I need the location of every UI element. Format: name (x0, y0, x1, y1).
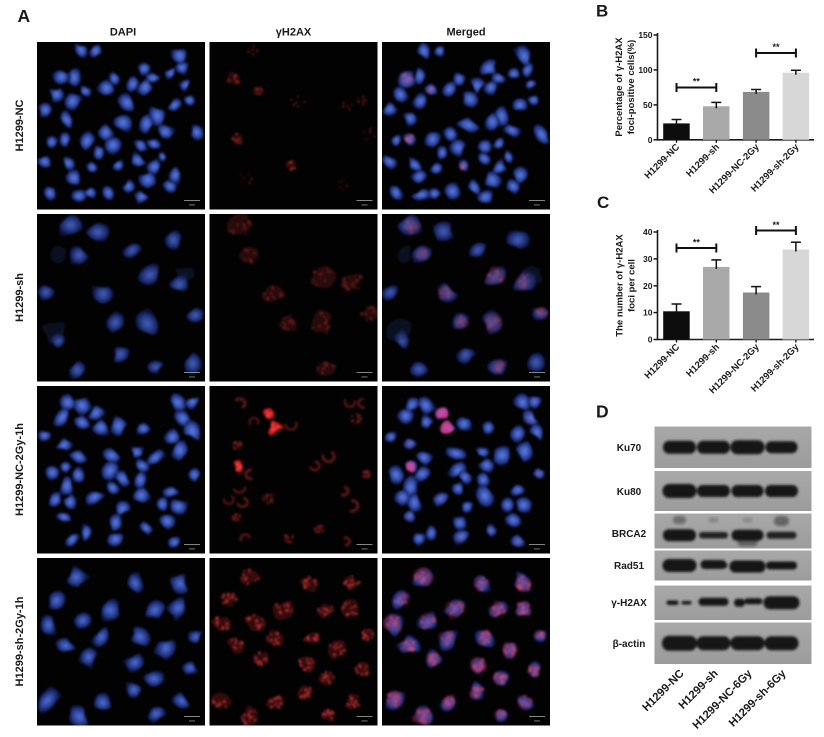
svg-text:C: C (597, 193, 609, 212)
svg-text:Percentage of γ-H2AXfoci-posit: Percentage of γ-H2AXfoci-positive cells(… (614, 37, 637, 137)
svg-text:100: 100 (638, 65, 652, 75)
svg-text:**: ** (772, 220, 780, 230)
svg-text:150: 150 (638, 30, 652, 40)
svg-text:**: ** (693, 77, 701, 87)
svg-text:0: 0 (648, 135, 653, 145)
svg-text:30: 30 (643, 254, 653, 264)
svg-text:A: A (18, 6, 31, 26)
svg-text:0: 0 (648, 335, 653, 345)
svg-text:H1299-NC: H1299-NC (14, 99, 26, 151)
svg-text:γH2AX: γH2AX (276, 27, 312, 39)
svg-text:**: ** (693, 238, 701, 248)
svg-text:Ku80: Ku80 (617, 487, 642, 498)
svg-text:B: B (596, 2, 608, 21)
svg-text:Ku70: Ku70 (617, 443, 642, 454)
svg-text:D: D (596, 402, 609, 422)
svg-text:40: 40 (643, 227, 653, 237)
svg-text:H1299-NC-2Gy-1h: H1299-NC-2Gy-1h (14, 423, 26, 516)
svg-text:10: 10 (643, 308, 653, 318)
svg-text:The number of γ-H2AXfoci per c: The number of γ-H2AXfoci per cell (615, 234, 638, 337)
svg-text:50: 50 (643, 100, 653, 110)
svg-text:DAPI: DAPI (110, 27, 136, 39)
svg-text:**: ** (772, 42, 780, 52)
svg-text:γ-H2AX: γ-H2AX (611, 598, 647, 609)
svg-text:BRCA2: BRCA2 (612, 529, 647, 540)
svg-text:β-actin: β-actin (613, 639, 646, 650)
svg-text:Rad51: Rad51 (614, 561, 644, 572)
svg-text:20: 20 (643, 281, 653, 291)
svg-text:H1299-sh: H1299-sh (14, 273, 26, 322)
svg-text:Merged: Merged (446, 27, 485, 39)
svg-text:H1299-sh-2Gy-1h: H1299-sh-2Gy-1h (14, 596, 26, 686)
